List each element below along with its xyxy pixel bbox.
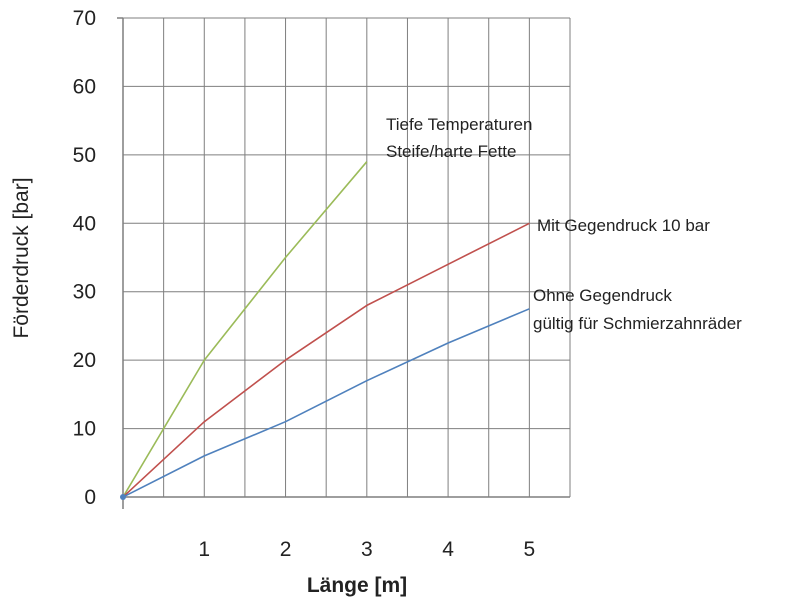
- x-tick-label: 5: [524, 538, 536, 561]
- x-axis-title: Länge [m]: [307, 574, 407, 597]
- annotation-3-line-2: gültig für Schmierzahnräder: [533, 314, 742, 333]
- x-tick-label: 4: [442, 538, 454, 561]
- y-axis-title: Förderdruck [bar]: [10, 177, 33, 338]
- series-line-3: [122, 308, 530, 498]
- tick-labels: 0 10 20 30 40 50 60 70 1 2 3 4 5: [73, 7, 536, 561]
- x-tick-label: 2: [280, 538, 292, 561]
- series-line-2: [122, 222, 530, 498]
- y-tick-label: 30: [73, 281, 96, 304]
- x-tick-label: 1: [198, 538, 210, 561]
- y-tick-label: 40: [73, 212, 96, 235]
- y-tick-label: 0: [84, 486, 96, 509]
- series-layer: [120, 161, 530, 500]
- annotation-2-line-1: Mit Gegendruck 10 bar: [537, 216, 710, 235]
- annotation-1-line-1: Tiefe Temperaturen: [386, 115, 532, 134]
- grid: [117, 17, 571, 509]
- y-tick-label: 60: [73, 75, 96, 98]
- annotation-3-line-1: Ohne Gegendruck: [533, 286, 672, 305]
- origin-marker: [120, 494, 126, 500]
- y-tick-label: 70: [73, 7, 96, 30]
- series-line-1: [122, 161, 368, 498]
- y-tick-label: 50: [73, 144, 96, 167]
- x-tick-label: 3: [361, 538, 373, 561]
- y-tick-label: 10: [73, 418, 96, 441]
- y-tick-label: 20: [73, 349, 96, 372]
- annotation-1-line-2: Steife/harte Fette: [386, 142, 516, 161]
- annotations: Tiefe Temperaturen Steife/harte Fette Mit …: [386, 115, 742, 333]
